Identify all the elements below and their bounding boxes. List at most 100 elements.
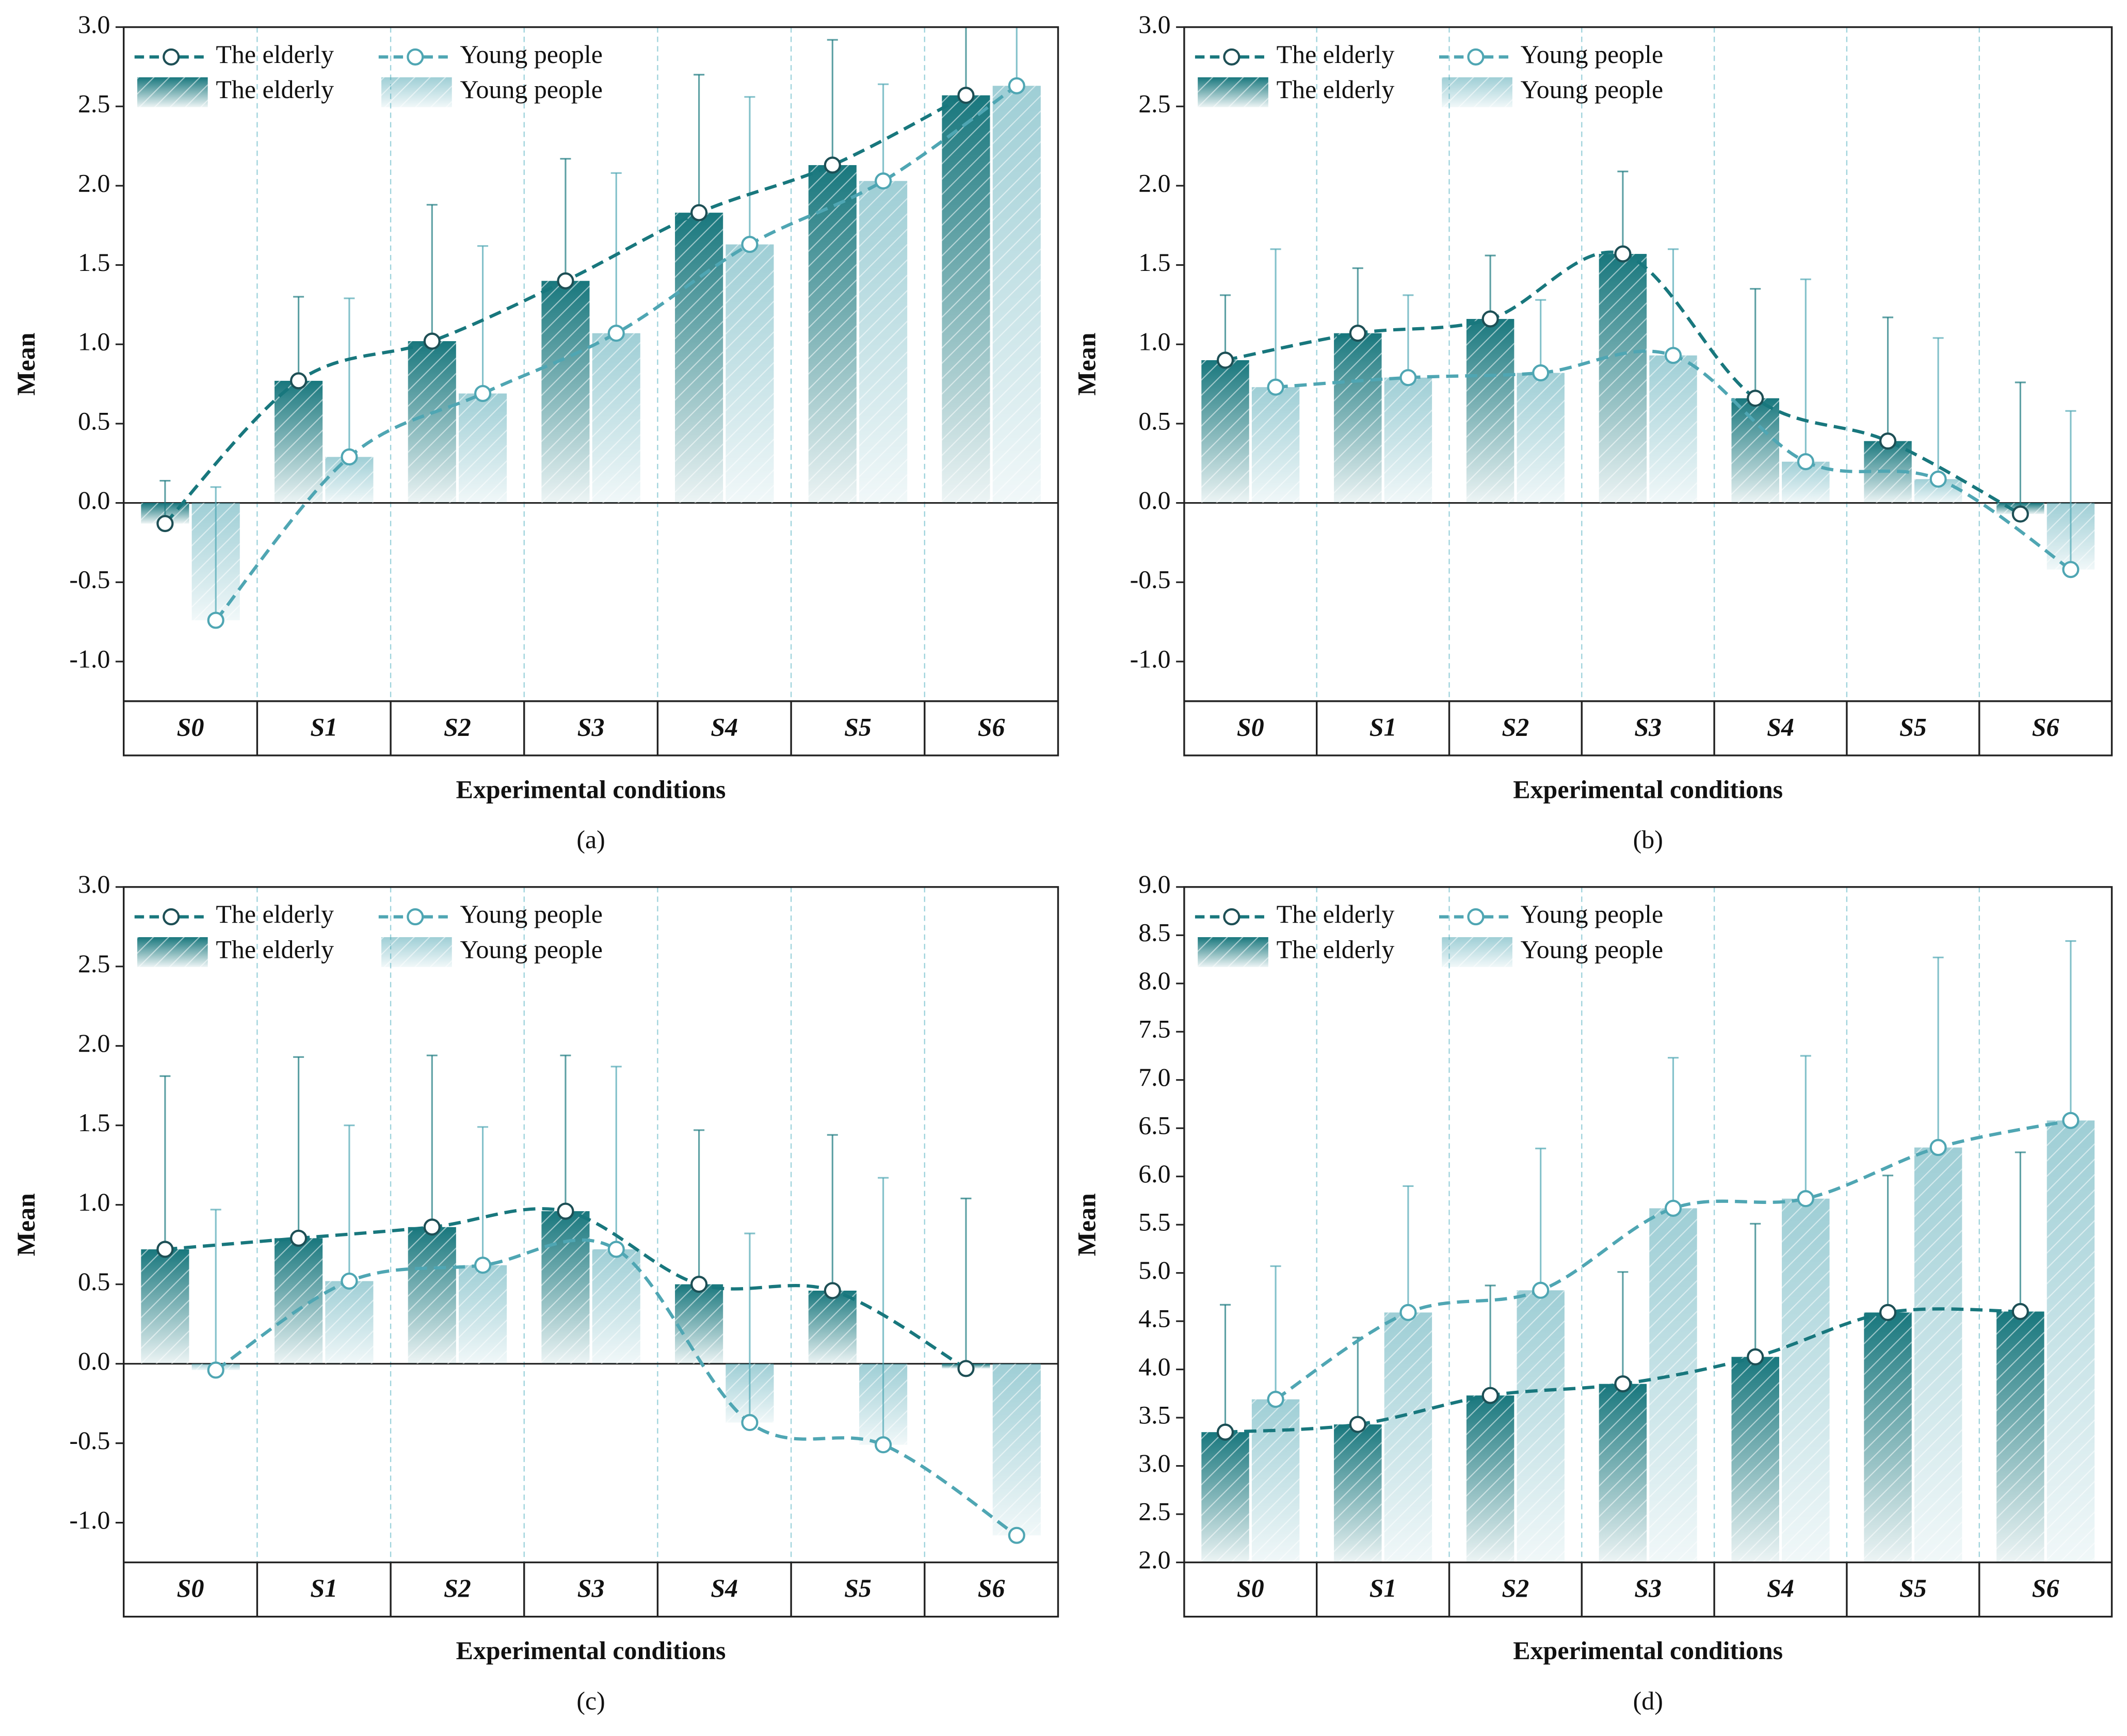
point xyxy=(290,1229,308,1247)
x-tick-label: S2 xyxy=(444,713,471,741)
y-tick-label: 0.0 xyxy=(78,1347,110,1375)
x-tick-label: S0 xyxy=(1237,1574,1264,1602)
x-tick-label: S5 xyxy=(844,713,872,741)
x-tick-label: S0 xyxy=(177,1574,204,1602)
point xyxy=(1267,378,1284,396)
point xyxy=(1481,1387,1499,1404)
bar-hatch xyxy=(992,86,1041,503)
plot-frame xyxy=(123,886,1059,1618)
y-tick-label: 1.0 xyxy=(78,328,110,356)
y-tick-label: 2.5 xyxy=(78,90,110,118)
point xyxy=(690,204,708,221)
point xyxy=(741,236,759,253)
y-axis-label: Mean xyxy=(12,1193,40,1256)
legend-swatch-hatch xyxy=(1442,937,1512,967)
point xyxy=(207,1361,224,1379)
point xyxy=(474,384,492,403)
bar-hatch xyxy=(1782,1198,1830,1563)
point xyxy=(1614,1375,1632,1393)
bar-hatch xyxy=(942,95,990,503)
x-tick-label: S4 xyxy=(711,1574,738,1602)
point xyxy=(1532,364,1550,382)
point xyxy=(1216,351,1234,369)
y-tick-label: 1.5 xyxy=(1138,248,1170,277)
legend-label: The elderly xyxy=(216,75,334,104)
point xyxy=(474,1257,492,1274)
y-tick-label: -0.5 xyxy=(69,566,110,594)
y-tick-label: 5.5 xyxy=(1138,1208,1170,1236)
panel: 2.0 2.5 3.0 3.5 4.0 4.5 5.0 5.5 6.0 6.5 7.0 7.5 8.0 8… xyxy=(1072,870,2113,1715)
legend-swatch-hatch xyxy=(381,77,452,107)
point xyxy=(2062,561,2080,578)
bar-hatch xyxy=(1996,1311,2044,1563)
point xyxy=(156,1241,174,1258)
point xyxy=(824,1282,841,1299)
point xyxy=(607,325,625,342)
x-tick-label: S0 xyxy=(1237,713,1264,741)
point xyxy=(290,372,308,390)
bar-hatch xyxy=(808,165,857,503)
legend-label: The elderly xyxy=(1277,75,1395,104)
x-tick-label: S3 xyxy=(1634,1574,1662,1602)
x-tick-label: S6 xyxy=(978,1574,1005,1602)
y-tick-label: 9.0 xyxy=(1138,870,1170,898)
x-tick-label: S2 xyxy=(444,1574,471,1602)
y-tick-label: 2.5 xyxy=(1138,90,1170,118)
bar-hatch xyxy=(1914,1147,1962,1563)
y-tick-label: 3.5 xyxy=(1138,1401,1170,1429)
point xyxy=(875,1436,892,1454)
bar-hatch xyxy=(1334,1424,1382,1563)
point xyxy=(1664,1199,1682,1217)
y-tick-label: 1.5 xyxy=(78,1108,110,1137)
point xyxy=(1481,310,1499,328)
point xyxy=(1532,1281,1550,1299)
legend-point xyxy=(163,48,180,66)
panel: -1.0 -0.5 0.0 0.5 1.0 1.5 2.0 2.5 3.0 S0 S1 S2 S3 S4 S… xyxy=(12,870,1059,1715)
bar-hatch xyxy=(408,341,456,503)
bar-hatch xyxy=(992,1363,1041,1536)
point xyxy=(1008,77,1025,94)
point xyxy=(1929,470,1947,488)
bar-hatch xyxy=(1201,360,1249,503)
legend-label: Young people xyxy=(460,935,602,963)
y-tick-label: 2.5 xyxy=(1138,1498,1170,1526)
y-tick-label: 6.5 xyxy=(1138,1112,1170,1140)
x-tick-label: S3 xyxy=(1634,713,1662,741)
bar-hatch xyxy=(1334,333,1382,503)
legend-label: Young people xyxy=(460,40,602,69)
y-tick-label: -0.5 xyxy=(1130,566,1171,594)
y-tick-label: 2.0 xyxy=(78,169,110,197)
bar-hatch xyxy=(675,1284,723,1364)
point xyxy=(1747,390,1764,407)
bar-hatch xyxy=(1599,254,1647,503)
bar-hatch xyxy=(1384,1312,1432,1563)
y-axis-label: Mean xyxy=(1072,1193,1101,1256)
point xyxy=(1614,245,1632,263)
y-tick-label: 2.0 xyxy=(1138,1546,1170,1574)
point xyxy=(1929,1139,1947,1156)
bar-hatch xyxy=(1466,319,1514,503)
x-tick-label: S4 xyxy=(711,713,738,741)
point xyxy=(1879,432,1897,450)
y-tick-label: 0.5 xyxy=(78,1267,110,1296)
x-tick-label: S4 xyxy=(1767,1574,1794,1602)
x-tick-label: S5 xyxy=(844,1574,872,1602)
point xyxy=(1349,325,1366,342)
x-tick-label: S3 xyxy=(577,713,605,741)
point xyxy=(557,272,574,290)
plot xyxy=(1201,170,2095,578)
point xyxy=(1349,1416,1366,1433)
bar-hatch xyxy=(459,1265,507,1364)
legend-label: The elderly xyxy=(216,935,334,963)
y-tick-label: 8.0 xyxy=(1138,967,1170,995)
y-tick-label: 6.0 xyxy=(1138,1160,1170,1188)
y-tick-label: 3.0 xyxy=(78,10,110,39)
bar-hatch xyxy=(408,1227,456,1364)
y-tick-label: 2.0 xyxy=(78,1029,110,1057)
y-tick-label: 3.0 xyxy=(1138,10,1170,39)
legend-label: The elderly xyxy=(1277,40,1395,69)
plot xyxy=(1201,940,2095,1563)
y-tick-label: 0.5 xyxy=(1138,407,1170,435)
point xyxy=(207,612,224,629)
bar-hatch xyxy=(541,281,590,503)
